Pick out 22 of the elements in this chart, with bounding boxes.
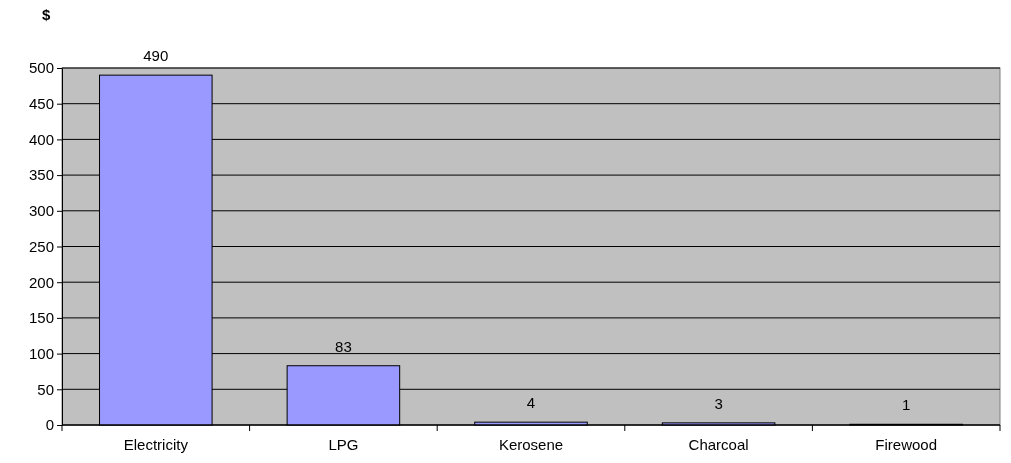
y-axis-title: $: [42, 6, 51, 23]
x-tick-label: Kerosene: [498, 436, 564, 453]
y-tick-label: 0: [45, 416, 54, 434]
y-tick-label: 100: [28, 344, 54, 362]
data-label: 490: [143, 47, 169, 65]
y-tick-label: 50: [37, 380, 54, 398]
y-tick-label: 250: [28, 237, 54, 255]
data-label: 4: [526, 394, 536, 412]
y-tick-label: 150: [28, 309, 54, 327]
x-tick-label: Charcoal: [688, 436, 749, 453]
y-tick-label: 200: [28, 273, 54, 291]
data-label: 3: [714, 394, 723, 412]
y-tick-label: 500: [28, 59, 54, 77]
data-label: 1: [902, 396, 911, 414]
x-tick-label: Firewood: [875, 436, 938, 453]
y-tick-label: 450: [28, 95, 54, 112]
y-tick-label: 350: [28, 166, 54, 184]
x-tick-label: Electricity: [123, 436, 189, 453]
y-tick-label: 300: [28, 202, 54, 220]
data-label: 83: [335, 337, 352, 355]
y-tick-label: 400: [28, 130, 54, 148]
x-tick-label: LPG: [328, 436, 359, 453]
